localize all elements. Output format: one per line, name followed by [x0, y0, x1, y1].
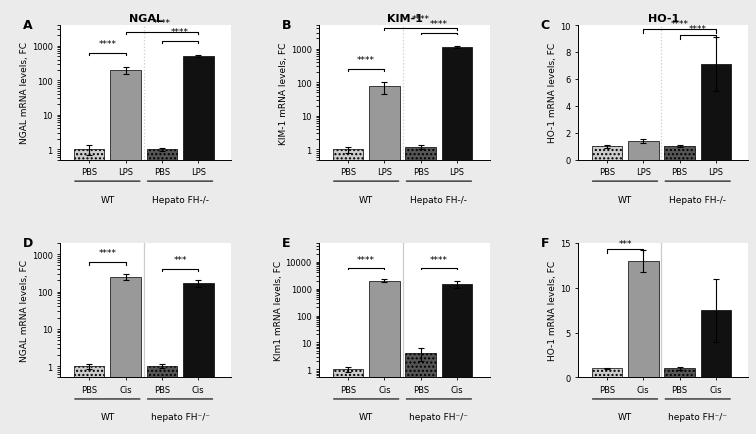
- Bar: [628, 142, 658, 160]
- Text: ****: ****: [412, 16, 429, 24]
- Text: ****: ****: [430, 255, 448, 264]
- Text: hepato FH⁻/⁻: hepato FH⁻/⁻: [668, 412, 727, 421]
- Text: WT: WT: [618, 195, 632, 204]
- Text: ****: ****: [357, 56, 375, 65]
- Bar: [665, 368, 695, 378]
- Bar: [701, 310, 731, 378]
- Title: HO-1: HO-1: [648, 14, 679, 24]
- Bar: [701, 65, 731, 160]
- Bar: [665, 147, 695, 160]
- Bar: [333, 369, 364, 434]
- Text: ***: ***: [618, 239, 632, 248]
- Y-axis label: NGAL mRNA levels, FC: NGAL mRNA levels, FC: [20, 42, 29, 144]
- Bar: [369, 87, 400, 434]
- Text: ****: ****: [153, 19, 171, 28]
- Text: C: C: [541, 20, 550, 32]
- Text: ****: ****: [689, 25, 707, 34]
- Text: B: B: [282, 20, 291, 32]
- Bar: [333, 150, 364, 434]
- Bar: [74, 366, 104, 434]
- Text: A: A: [23, 20, 33, 32]
- Text: E: E: [282, 237, 290, 250]
- Bar: [183, 57, 213, 434]
- Bar: [74, 150, 104, 434]
- Text: Hepato FH-/-: Hepato FH-/-: [151, 195, 209, 204]
- Bar: [147, 366, 177, 434]
- Bar: [405, 148, 436, 434]
- Y-axis label: Klm1 mRNA levels, FC: Klm1 mRNA levels, FC: [274, 260, 283, 361]
- Title: NGAL: NGAL: [129, 14, 163, 24]
- Text: hepato FH⁻/⁻: hepato FH⁻/⁻: [410, 412, 469, 421]
- Bar: [147, 150, 177, 434]
- Text: ****: ****: [357, 255, 375, 264]
- Text: ****: ****: [98, 248, 116, 257]
- Text: WT: WT: [101, 412, 114, 421]
- Bar: [110, 277, 141, 434]
- Text: ***: ***: [173, 255, 187, 264]
- Text: Hepato FH-/-: Hepato FH-/-: [669, 195, 727, 204]
- Text: WT: WT: [359, 195, 373, 204]
- Text: ****: ****: [671, 20, 689, 29]
- Bar: [369, 281, 400, 434]
- Bar: [110, 71, 141, 434]
- Y-axis label: HO-1 mRNA levels, FC: HO-1 mRNA levels, FC: [548, 260, 557, 361]
- Title: KIM-1: KIM-1: [386, 14, 423, 24]
- Y-axis label: NGAL mRNA levels, FC: NGAL mRNA levels, FC: [20, 260, 29, 362]
- Bar: [628, 261, 658, 378]
- Y-axis label: KIM-1 mRNA levels, FC: KIM-1 mRNA levels, FC: [279, 42, 288, 144]
- Text: WT: WT: [359, 412, 373, 421]
- Text: Hepato FH-/-: Hepato FH-/-: [411, 195, 467, 204]
- Text: WT: WT: [618, 412, 632, 421]
- Text: ****: ****: [98, 40, 116, 49]
- Text: hepato FH⁻/⁻: hepato FH⁻/⁻: [150, 412, 209, 421]
- Bar: [442, 284, 472, 434]
- Text: WT: WT: [101, 195, 114, 204]
- Text: ****: ****: [430, 20, 448, 29]
- Y-axis label: HO-1 mRNA levels, FC: HO-1 mRNA levels, FC: [548, 43, 557, 143]
- Bar: [591, 368, 622, 378]
- Text: F: F: [541, 237, 549, 250]
- Bar: [442, 48, 472, 434]
- Bar: [405, 353, 436, 434]
- Bar: [591, 147, 622, 160]
- Bar: [183, 283, 213, 434]
- Text: D: D: [23, 237, 33, 250]
- Text: ****: ****: [171, 28, 189, 37]
